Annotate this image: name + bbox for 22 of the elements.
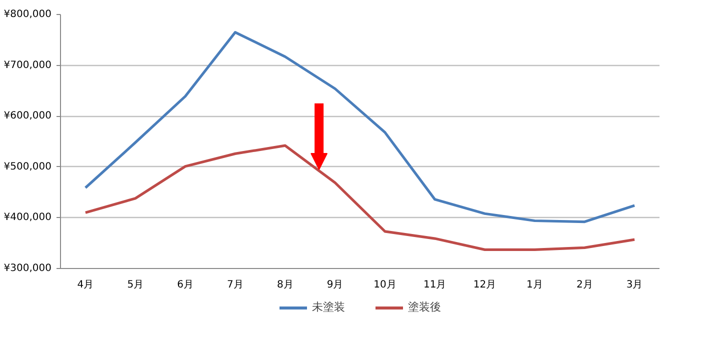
x-tick-label: 3月: [626, 280, 643, 290]
y-tick-label: ¥300,000: [4, 263, 52, 274]
x-tick-label: 9月: [326, 280, 344, 290]
y-tick-label: ¥800,000: [4, 9, 52, 20]
x-tick-label: 4月: [77, 280, 94, 290]
line-series: [84, 30, 636, 224]
x-tick-label: 6月: [177, 280, 194, 290]
legend-label: 未塗装: [312, 300, 345, 314]
y-tick-label: ¥600,000: [4, 110, 52, 122]
x-tick-label: 12月: [473, 280, 496, 290]
x-tick-label: 11月: [424, 280, 446, 290]
x-tick-label: 7月: [227, 280, 244, 290]
line-series: [84, 144, 636, 252]
x-tick-label: 5月: [127, 280, 144, 290]
x-tick-label: 10月: [374, 280, 396, 290]
x-tick-label: 1月: [526, 280, 543, 290]
x-tick-label: 8月: [276, 280, 294, 290]
y-tick-label: ¥500,000: [4, 161, 52, 172]
legend-label: 塗装後: [408, 300, 441, 314]
y-tick-label: ¥700,000: [4, 60, 52, 71]
x-tick-label: 2月: [576, 280, 593, 290]
y-tick-label: ¥400,000: [4, 212, 52, 224]
